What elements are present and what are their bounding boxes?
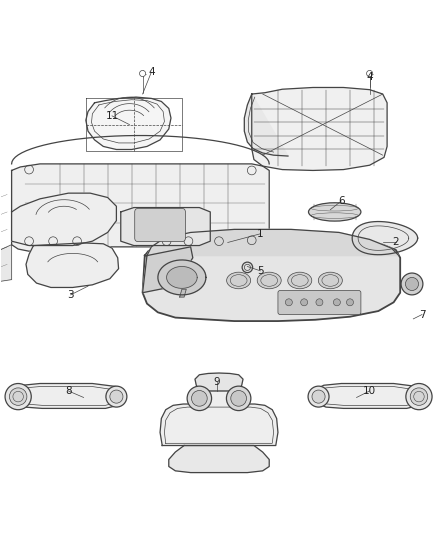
Circle shape bbox=[406, 384, 432, 410]
Ellipse shape bbox=[257, 272, 281, 289]
Polygon shape bbox=[86, 97, 171, 149]
Circle shape bbox=[10, 388, 27, 405]
Text: 7: 7 bbox=[419, 310, 425, 319]
Ellipse shape bbox=[288, 272, 312, 289]
Polygon shape bbox=[143, 238, 400, 321]
Circle shape bbox=[346, 299, 353, 306]
Circle shape bbox=[312, 390, 325, 403]
Text: 1: 1 bbox=[257, 229, 264, 239]
Polygon shape bbox=[26, 243, 119, 287]
Circle shape bbox=[110, 390, 123, 403]
Polygon shape bbox=[180, 289, 186, 297]
Polygon shape bbox=[195, 373, 243, 391]
Text: 4: 4 bbox=[366, 71, 373, 82]
Text: 2: 2 bbox=[392, 238, 399, 247]
Polygon shape bbox=[244, 94, 288, 156]
Ellipse shape bbox=[318, 272, 343, 289]
Circle shape bbox=[242, 262, 253, 272]
Text: 4: 4 bbox=[148, 67, 155, 77]
Text: 8: 8 bbox=[65, 386, 72, 396]
Polygon shape bbox=[352, 222, 418, 255]
Circle shape bbox=[401, 273, 423, 295]
Text: 10: 10 bbox=[363, 386, 376, 396]
Text: 5: 5 bbox=[257, 266, 264, 276]
Polygon shape bbox=[158, 260, 206, 295]
Polygon shape bbox=[143, 247, 193, 293]
Circle shape bbox=[191, 391, 207, 406]
Text: 6: 6 bbox=[338, 196, 345, 206]
Polygon shape bbox=[12, 193, 117, 246]
Ellipse shape bbox=[226, 272, 251, 289]
Text: 11: 11 bbox=[106, 111, 119, 121]
Circle shape bbox=[410, 388, 427, 405]
Polygon shape bbox=[121, 207, 210, 246]
Polygon shape bbox=[147, 229, 399, 256]
Circle shape bbox=[106, 386, 127, 407]
FancyBboxPatch shape bbox=[135, 208, 185, 241]
Circle shape bbox=[187, 386, 212, 410]
Circle shape bbox=[316, 299, 323, 306]
Polygon shape bbox=[252, 87, 387, 171]
Circle shape bbox=[286, 299, 292, 306]
Polygon shape bbox=[166, 266, 197, 288]
Circle shape bbox=[5, 384, 31, 410]
Polygon shape bbox=[169, 446, 269, 473]
Circle shape bbox=[226, 386, 251, 410]
Text: 3: 3 bbox=[67, 290, 74, 300]
Circle shape bbox=[406, 277, 419, 290]
FancyBboxPatch shape bbox=[278, 290, 361, 314]
Polygon shape bbox=[12, 164, 269, 251]
Circle shape bbox=[308, 386, 329, 407]
Polygon shape bbox=[313, 384, 426, 408]
Polygon shape bbox=[0, 171, 12, 284]
Polygon shape bbox=[12, 384, 125, 408]
Ellipse shape bbox=[308, 203, 361, 221]
Circle shape bbox=[300, 299, 307, 306]
Polygon shape bbox=[160, 391, 278, 446]
Text: 9: 9 bbox=[213, 377, 220, 387]
Circle shape bbox=[140, 70, 146, 77]
Circle shape bbox=[333, 299, 340, 306]
Circle shape bbox=[367, 70, 373, 77]
Circle shape bbox=[231, 391, 247, 406]
